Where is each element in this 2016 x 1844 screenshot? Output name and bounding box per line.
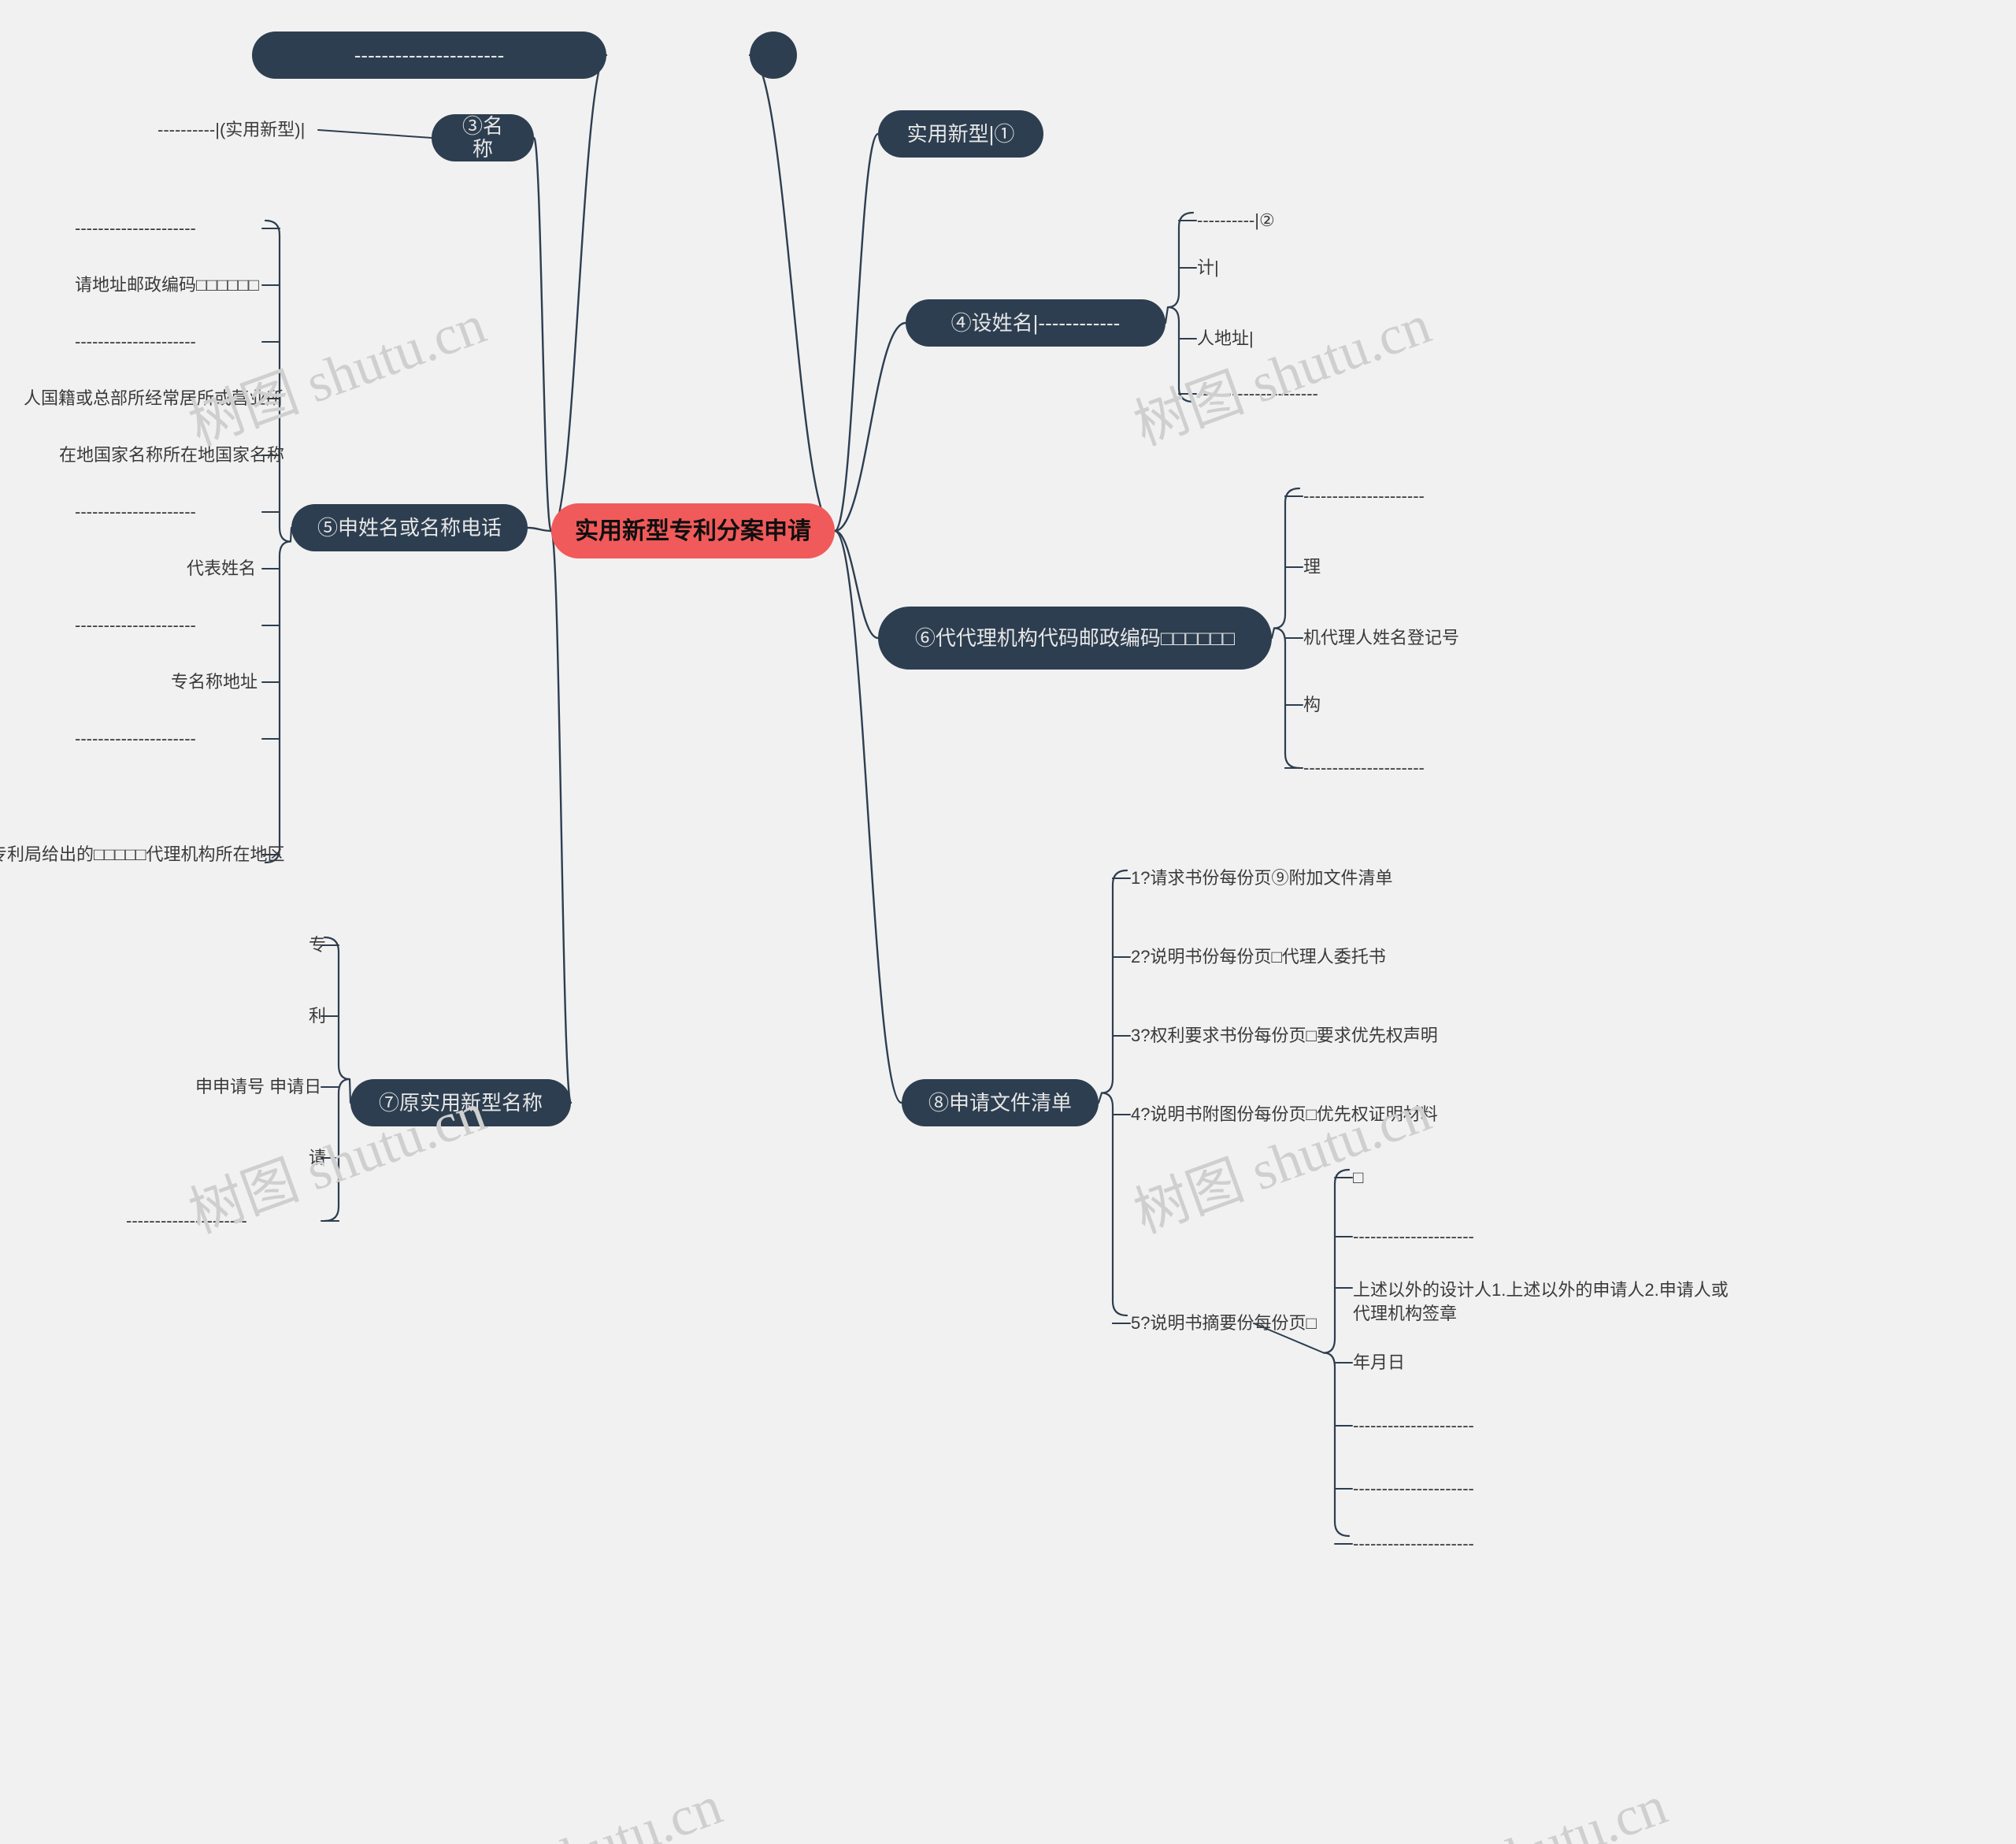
leaf-text: 1?请求书份每份页⑨附加文件清单 (1131, 869, 1392, 888)
leaf-text: ----------|(实用新型)| (158, 121, 305, 139)
branch-label: ⑧申请文件清单 (928, 1092, 1072, 1115)
leaf-text: 申申请号 申请日 (195, 1078, 321, 1096)
branch-b_docs8: ⑧申请文件清单 (902, 1079, 1099, 1126)
leaf-text: 专名称地址 (171, 673, 258, 692)
branch-b_design4: ④设姓名|------------ (906, 299, 1166, 347)
leaf-text: 机代理人姓名登记号 (1303, 629, 1459, 647)
leaf-text: --------------------- (1353, 1227, 1474, 1246)
branch-b_blank_tr (750, 32, 797, 79)
leaf-text: --------------------- (1197, 384, 1318, 403)
leaf-text: 计| (1197, 258, 1219, 277)
branch-b_orig7: ⑦原实用新型名称 (350, 1079, 571, 1126)
leaf-text: 5?说明书摘要份每份页□ (1131, 1314, 1317, 1333)
branch-b_app5: ⑤申姓名或名称电话 (291, 504, 528, 551)
branch-label: ④设姓名|------------ (951, 312, 1121, 335)
leaf-text: 4?说明书附图份每份页□优先权证明材料 (1131, 1105, 1438, 1124)
leaf-text: 利专利局给出的□□□□□代理机构所在地区 (0, 845, 284, 864)
leaf-text: 代表姓名 (187, 559, 256, 578)
leaf-text: 专 (309, 936, 326, 955)
leaf-text: 年月日 (1353, 1353, 1405, 1372)
leaf-text: ----------|② (1197, 211, 1275, 230)
leaf-text: 利 (309, 1007, 326, 1026)
leaf-text: --------------------- (126, 1211, 247, 1230)
leaf-text: 请 (309, 1148, 326, 1167)
leaf-text: --------------------- (1303, 759, 1425, 777)
leaf-text: --------------------- (1353, 1534, 1474, 1553)
mindmap-canvas (0, 0, 2016, 1844)
root-node: 实用新型专利分案申请 (551, 503, 835, 558)
leaf-text: 在地国家名称所在地国家名称 (59, 446, 284, 465)
leaf-text: 3?权利要求书份每份页□要求优先权声明 (1131, 1026, 1438, 1045)
leaf-text: 2?说明书份每份页□代理人委托书 (1131, 948, 1386, 967)
root-label: 实用新型专利分案申请 (575, 518, 811, 544)
leaf-text: --------------------- (75, 616, 196, 635)
branch-b_blank_tl: ---------------------- (252, 32, 606, 79)
leaf-text: 人国籍或总部所经常居所或营业所 (24, 389, 284, 408)
branch-label: ⑤申姓名或名称电话 (317, 517, 502, 540)
leaf-text: --------------------- (1353, 1479, 1474, 1498)
leaf-text: 请地址邮政编码□□□□□□ (75, 276, 259, 295)
branch-b_name3: ③名称 (432, 114, 534, 161)
branch-label: ⑥代代理机构代码邮政编码□□□□□□ (915, 627, 1235, 650)
leaf-text: --------------------- (1353, 1416, 1474, 1435)
leaf-text: 人地址| (1197, 329, 1254, 348)
leaf-text: --------------------- (75, 219, 196, 238)
branch-b_agent6: ⑥代代理机构代码邮政编码□□□□□□ (878, 607, 1272, 670)
leaf-text: --------------------- (75, 332, 196, 351)
leaf-text: 构 (1303, 696, 1321, 714)
branch-label: ③名称 (454, 115, 512, 160)
leaf-text: 上述以外的设计人1.上述以外的申请人2.申请人或代理机构签章 (1353, 1278, 1731, 1326)
branch-label: 实用新型|① (907, 123, 1015, 146)
branch-label: ---------------------- (354, 44, 504, 67)
leaf-text: --------------------- (75, 503, 196, 521)
branch-b_model1: 实用新型|① (878, 110, 1043, 158)
leaf-text: --------------------- (1303, 487, 1425, 506)
branch-label: ⑦原实用新型名称 (379, 1092, 543, 1115)
leaf-text: 理 (1303, 558, 1321, 577)
leaf-text: □ (1353, 1168, 1363, 1187)
leaf-text: --------------------- (75, 729, 196, 748)
